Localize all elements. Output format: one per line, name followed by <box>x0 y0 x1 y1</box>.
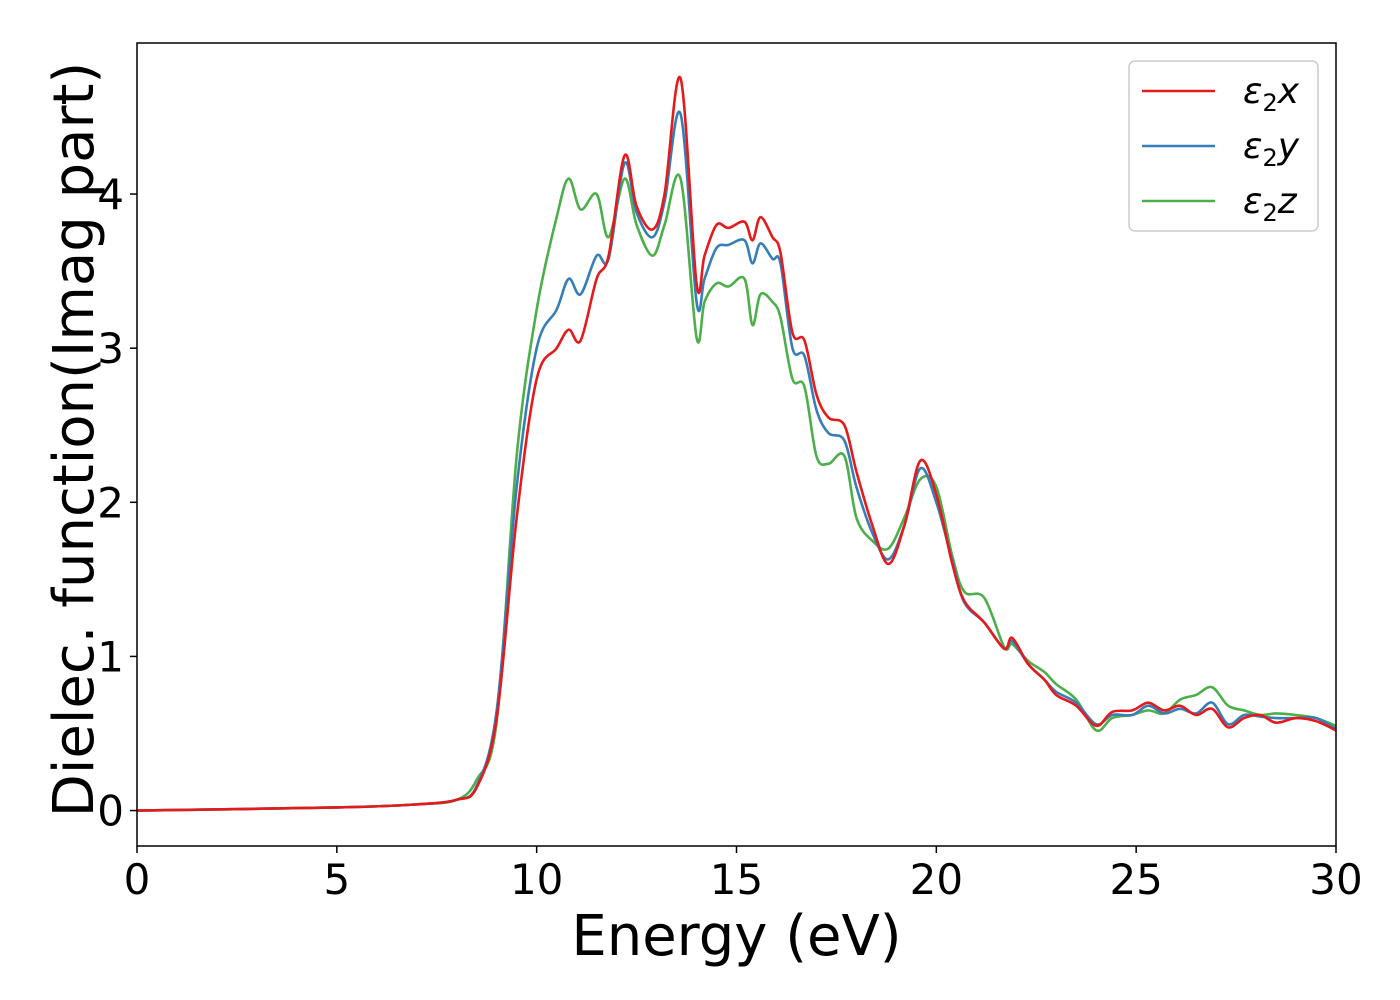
x-tick-label-5: 25 <box>1109 855 1162 904</box>
legend-subscript: 2 <box>1262 144 1277 172</box>
x-tick-label-4: 20 <box>910 855 963 904</box>
legend-label-x: ε2x <box>1243 71 1300 117</box>
series-line-y <box>137 110 1336 812</box>
y-tick-label-0: 0 <box>97 787 124 836</box>
series-line-z <box>137 173 1336 812</box>
x-tick-label-1: 5 <box>323 855 350 904</box>
y-tick-label-1: 1 <box>97 632 124 681</box>
legend-label-y: ε2y <box>1243 126 1300 172</box>
legend-symbol: ε <box>1243 71 1262 112</box>
legend-subscript: 2 <box>1262 199 1277 227</box>
legend-symbol: ε <box>1243 181 1262 222</box>
legend-label-z: ε2z <box>1243 181 1298 227</box>
x-axis-label: Energy (eV) <box>571 904 901 969</box>
y-tick-label-3: 3 <box>97 324 124 373</box>
series-layer <box>137 75 1336 812</box>
y-tick-label-4: 4 <box>97 170 124 219</box>
y-axis-label: Dielec. function(Imag part) <box>42 62 107 818</box>
legend-subscript: 2 <box>1262 89 1277 117</box>
x-tick-label-2: 10 <box>510 855 563 904</box>
ticks-layer: 0 5 10 15 20 25 30 0 1 2 3 4 <box>97 170 1362 904</box>
series-line-x <box>137 75 1336 812</box>
x-tick-label-3: 15 <box>710 855 763 904</box>
y-tick-label-2: 2 <box>97 478 124 527</box>
legend-symbol: ε <box>1243 126 1262 167</box>
x-tick-label-0: 0 <box>124 855 151 904</box>
plot-area-frame <box>136 42 1337 847</box>
legend-box <box>1128 60 1319 232</box>
x-tick-label-6: 30 <box>1309 855 1362 904</box>
legend-variable: y <box>1277 126 1300 167</box>
legend-variable: z <box>1277 181 1298 222</box>
legend-variable: x <box>1277 71 1300 112</box>
